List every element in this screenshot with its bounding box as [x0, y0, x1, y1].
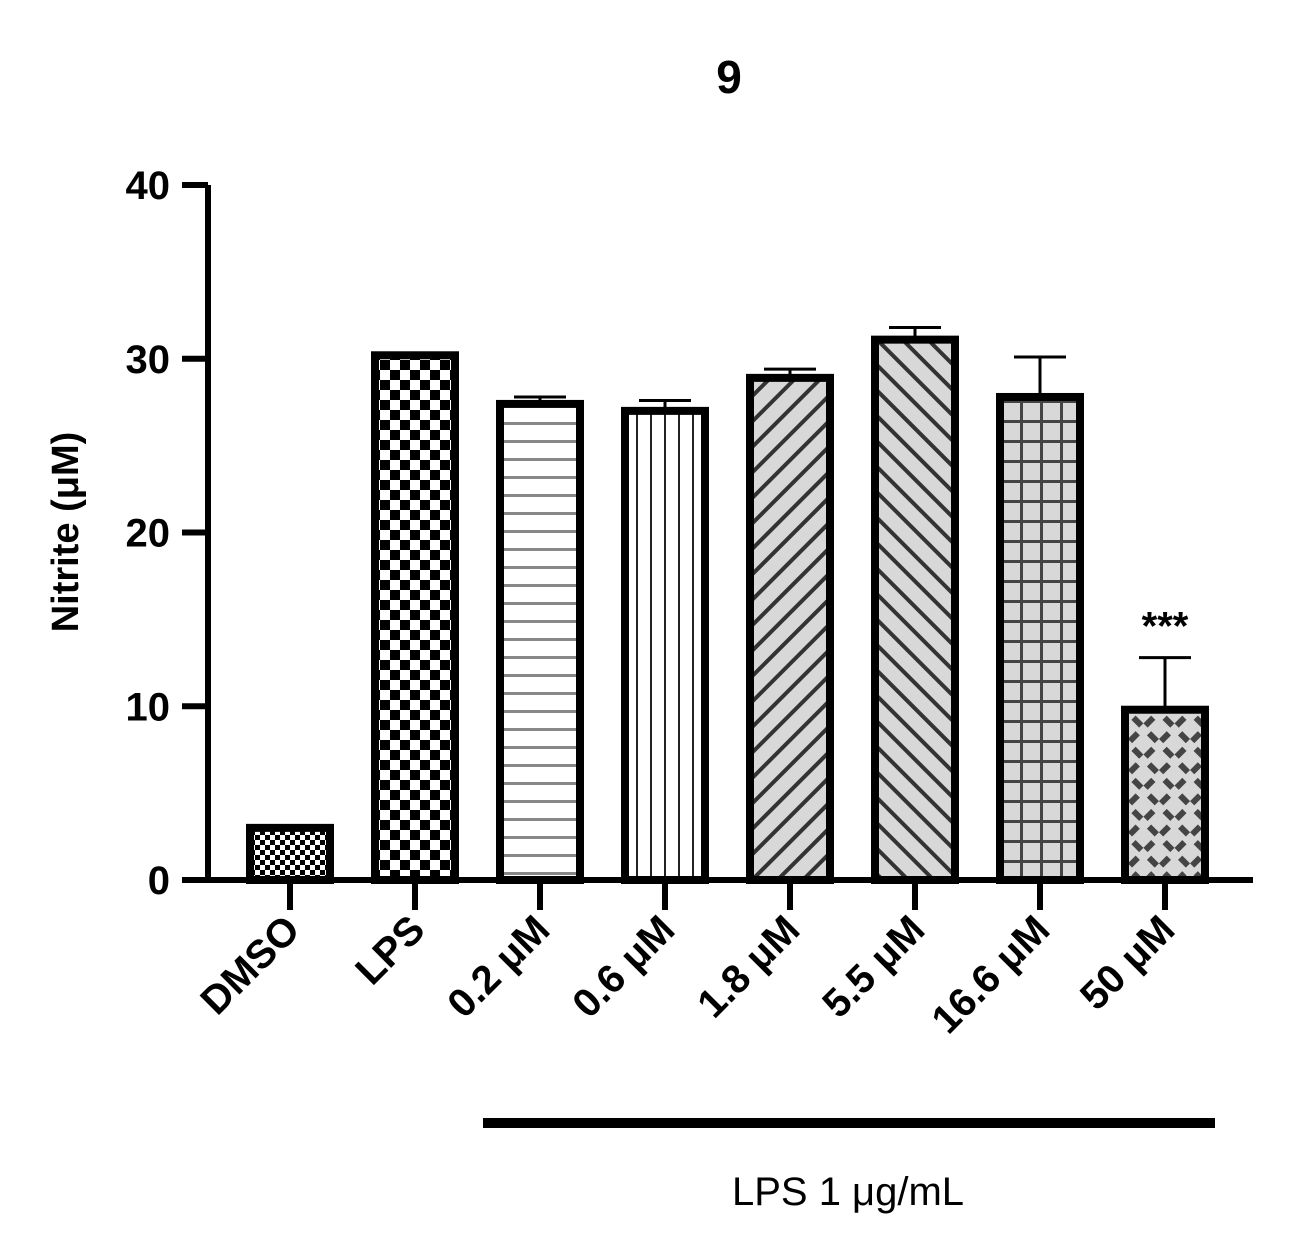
bar: [496, 399, 584, 884]
y-axis: 0 10 20 30 40: [126, 164, 211, 903]
x-category-label: DMSO: [192, 907, 308, 1023]
y-tick-label: 30: [126, 338, 171, 382]
x-category-label: 0.2 μM: [439, 907, 558, 1026]
x-category-label: 1.8 μM: [689, 907, 808, 1026]
x-category-label: LPS: [347, 907, 433, 993]
x-category-label: 0.6 μM: [564, 907, 683, 1026]
bar: [996, 392, 1084, 884]
bar: [371, 351, 459, 884]
y-tick-label: 20: [126, 512, 171, 556]
bars: ***: [246, 325, 1209, 884]
y-tick-label: 40: [126, 164, 171, 208]
y-axis-title: Nitrite (μM): [45, 432, 87, 633]
y-tick-label: 0: [148, 859, 170, 903]
x-category-label: 16.6 μM: [923, 907, 1058, 1042]
x-category-label: 5.5 μM: [814, 907, 933, 1026]
bar: [746, 373, 834, 884]
bar: [1121, 705, 1209, 884]
x-category-label: 50 μM: [1072, 907, 1183, 1018]
bar: [246, 823, 334, 884]
treatment-bracket-label: LPS 1 μg/mL: [732, 1170, 964, 1214]
chart-title: 9: [716, 51, 742, 103]
significance-annotation: ***: [1142, 605, 1189, 649]
bar: [621, 406, 709, 884]
bar: [871, 335, 959, 884]
y-tick-label: 10: [126, 685, 171, 729]
